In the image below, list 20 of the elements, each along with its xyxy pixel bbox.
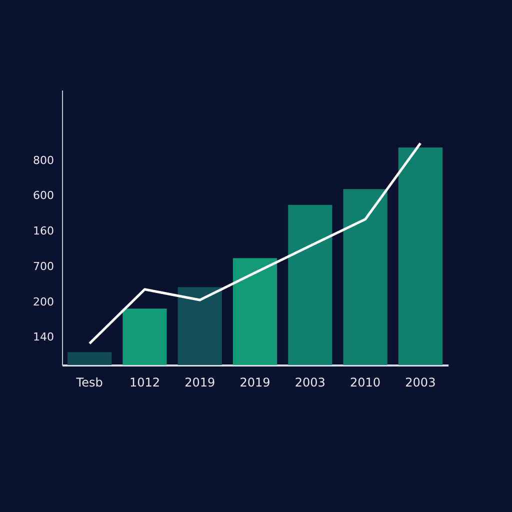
bar [232,258,278,365]
bar [122,308,167,365]
x-tick-label: 1012 [129,376,160,390]
text: 160 [33,224,54,238]
x-tick-label: 2010 [350,376,381,390]
text: 140 [33,330,54,344]
bar [398,147,442,365]
bar [288,204,332,365]
x-tick-label: 2019 [184,376,216,390]
x-tick-label: Tesb [75,376,103,390]
bar [178,287,222,365]
text: 800 [33,154,54,167]
text: 700 [33,260,54,273]
bar [68,352,112,365]
bar [343,189,388,365]
x-tick-label: 2019 [240,376,270,390]
text: 600 [33,189,54,202]
x-tick-label: 2003 [405,376,436,390]
x-tick-label: 2003 [294,376,326,390]
text: 200 [33,295,54,308]
